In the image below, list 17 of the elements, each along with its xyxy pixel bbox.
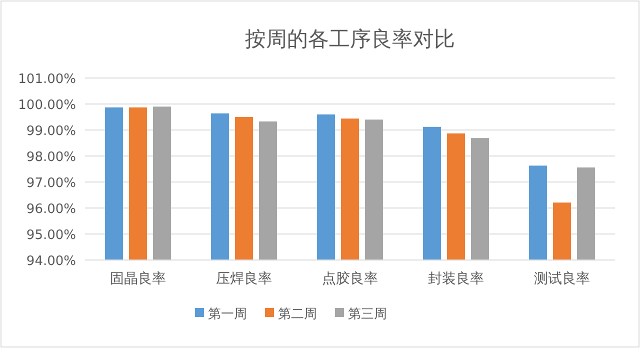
legend-label: 第一周	[208, 307, 247, 322]
y-tick-label: 97.00%	[26, 176, 76, 191]
x-tick-label: 点胶良率	[322, 271, 378, 287]
x-tick-label: 压焊良率	[216, 271, 272, 287]
y-tick-label: 98.00%	[26, 150, 76, 165]
y-tick-label: 100.00%	[18, 98, 76, 113]
legend-label: 第二周	[278, 307, 317, 322]
x-tick-label: 测试良率	[534, 271, 590, 287]
y-tick-label: 95.00%	[26, 228, 76, 243]
y-tick-label: 96.00%	[26, 202, 76, 217]
legend-label: 第三周	[348, 307, 387, 322]
y-tick-label: 101.00%	[18, 72, 76, 87]
y-tick-label: 99.00%	[26, 124, 76, 139]
chart-title: 按周的各工序良率对比	[245, 27, 455, 51]
x-tick-label: 固晶良率	[110, 271, 166, 287]
y-tick-label: 94.00%	[26, 254, 76, 269]
x-tick-label: 封装良率	[428, 271, 484, 287]
